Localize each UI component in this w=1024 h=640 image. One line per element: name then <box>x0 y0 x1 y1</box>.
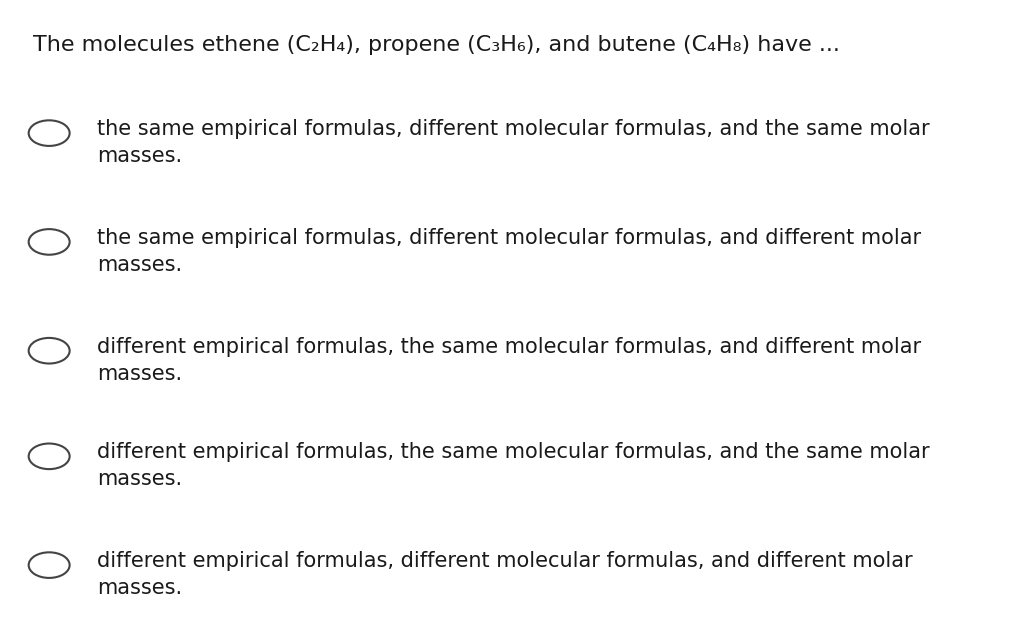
Text: different empirical formulas, the same molecular formulas, and different molar
m: different empirical formulas, the same m… <box>97 337 922 384</box>
Text: different empirical formulas, different molecular formulas, and different molar
: different empirical formulas, different … <box>97 551 913 598</box>
Text: the same empirical formulas, different molecular formulas, and the same molar
ma: the same empirical formulas, different m… <box>97 119 930 166</box>
Text: The molecules ethene (C₂H₄), propene (C₃H₆), and butene (C₄H₈) have ...: The molecules ethene (C₂H₄), propene (C₃… <box>33 35 840 55</box>
Text: different empirical formulas, the same molecular formulas, and the same molar
ma: different empirical formulas, the same m… <box>97 442 930 490</box>
Text: the same empirical formulas, different molecular formulas, and different molar
m: the same empirical formulas, different m… <box>97 228 922 275</box>
